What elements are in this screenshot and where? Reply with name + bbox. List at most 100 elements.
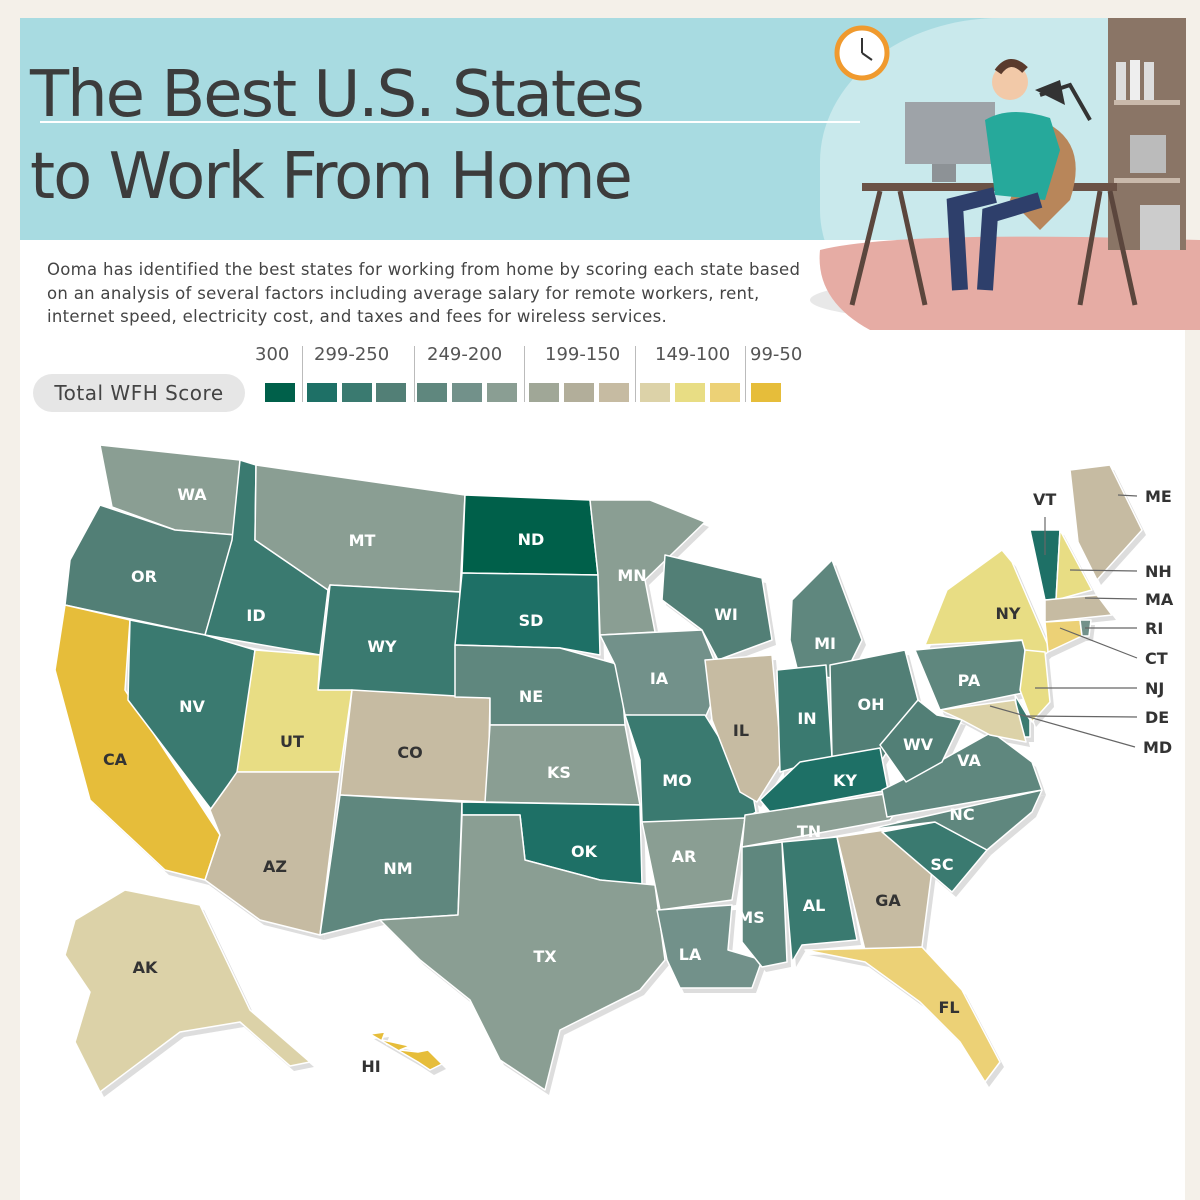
clock-hands [861,38,873,61]
state-label-nv: NV [179,697,205,716]
legend-divider [635,346,636,402]
person-shirt [985,111,1060,200]
legend-divider [302,346,303,402]
state-label-sd: SD [519,611,544,630]
state-label-ks: KS [547,763,571,782]
state-label-hi: HI [361,1057,380,1076]
state-label-nj: NJ [1145,679,1164,698]
state-label-wy: WY [367,637,397,656]
state-me[interactable] [1069,464,1143,581]
state-label-ut: UT [280,732,304,751]
legend-swatch [675,383,705,402]
state-label-fl: FL [938,998,959,1017]
state-ak[interactable] [64,889,311,1093]
state-label-or: OR [131,567,157,586]
legend-swatch [710,383,740,402]
legend-swatch [307,383,337,402]
state-label-vt: VT [1033,490,1056,509]
state-sd[interactable] [454,572,601,656]
page-title-line-2: to Work From Home [30,140,633,214]
book [1144,62,1154,100]
state-al[interactable] [781,836,858,963]
state-label-wv: WV [903,735,934,754]
state-label-ak: AK [133,958,158,977]
state-label-wa: WA [177,485,207,504]
state-label-me: ME [1145,487,1172,506]
legend-swatch [564,383,594,402]
legend-divider [745,346,746,402]
page-title-line-1: The Best U.S. States [30,58,645,132]
state-label-va: VA [957,751,981,770]
state-label-mi: MI [814,634,836,653]
state-ny[interactable] [924,549,1051,669]
state-label-mn: MN [617,566,646,585]
state-label-nh: NH [1145,562,1172,581]
state-label-id: ID [246,606,265,625]
state-az[interactable] [204,771,341,936]
shelf [1114,178,1180,183]
state-label-pa: PA [958,671,981,690]
state-ma[interactable] [1044,594,1113,623]
callout-line [1059,627,1138,659]
state-label-la: LA [679,945,702,964]
shelf [1114,100,1180,105]
state-label-nc: NC [949,805,974,824]
state-label-oh: OH [858,695,885,714]
intro-text: Ooma has identified the best states for … [47,260,801,326]
legend-swatch [751,383,781,402]
state-ms[interactable] [741,841,788,968]
state-label-sc: SC [930,855,953,874]
title-divider [40,121,860,123]
state-ar[interactable] [641,817,746,911]
legend-swatch [599,383,629,402]
legend-range-label: 199-150 [545,344,621,365]
book [1130,60,1140,100]
state-label-tx: TX [533,947,557,966]
state-fl[interactable] [804,946,1001,1083]
callout-line [1117,494,1138,497]
state-label-ok: OK [571,842,598,861]
callout-line [1084,597,1138,600]
state-label-mt: MT [349,531,376,550]
bin [1130,135,1166,173]
state-label-ar: AR [672,847,697,866]
state-label-wi: WI [714,605,738,624]
state-label-md: MD [1143,738,1172,757]
state-nh[interactable] [1055,529,1093,601]
state-label-co: CO [397,743,422,762]
state-la[interactable] [656,904,763,989]
state-label-mo: MO [662,771,692,790]
state-ky[interactable] [759,747,889,813]
legend-swatch [417,383,447,402]
state-label-ny: NY [996,604,1021,623]
legend-range-label: 249-200 [427,344,503,365]
callout-line [1069,569,1138,572]
state-ga[interactable] [836,829,933,951]
legend-swatch [529,383,559,402]
legend-swatch [342,383,372,402]
state-il[interactable] [704,654,783,803]
legend-swatch [265,383,295,402]
state-label-ri: RI [1145,619,1163,638]
state-nc[interactable] [864,789,1043,851]
state-nj[interactable] [1019,649,1051,723]
state-label-ms: MS [737,908,764,927]
state-label-ma: MA [1145,590,1174,609]
state-label-ia: IA [650,669,669,688]
legend-swatch [640,383,670,402]
book [1116,62,1126,100]
legend-title: Total WFH Score [33,374,245,412]
legend-range-label: 149-100 [655,344,731,365]
state-label-de: DE [1145,708,1169,727]
state-label-in: IN [797,709,816,728]
callout-line [1024,715,1138,718]
state-hi[interactable] [369,1031,443,1071]
work-from-home-illustration [810,18,1200,330]
state-tx[interactable] [379,814,666,1091]
legend-divider [414,346,415,402]
legend-swatch [487,383,517,402]
person-legs [946,187,1043,291]
state-tn[interactable] [741,789,913,848]
state-mn[interactable] [589,499,706,636]
state-label-al: AL [803,896,826,915]
